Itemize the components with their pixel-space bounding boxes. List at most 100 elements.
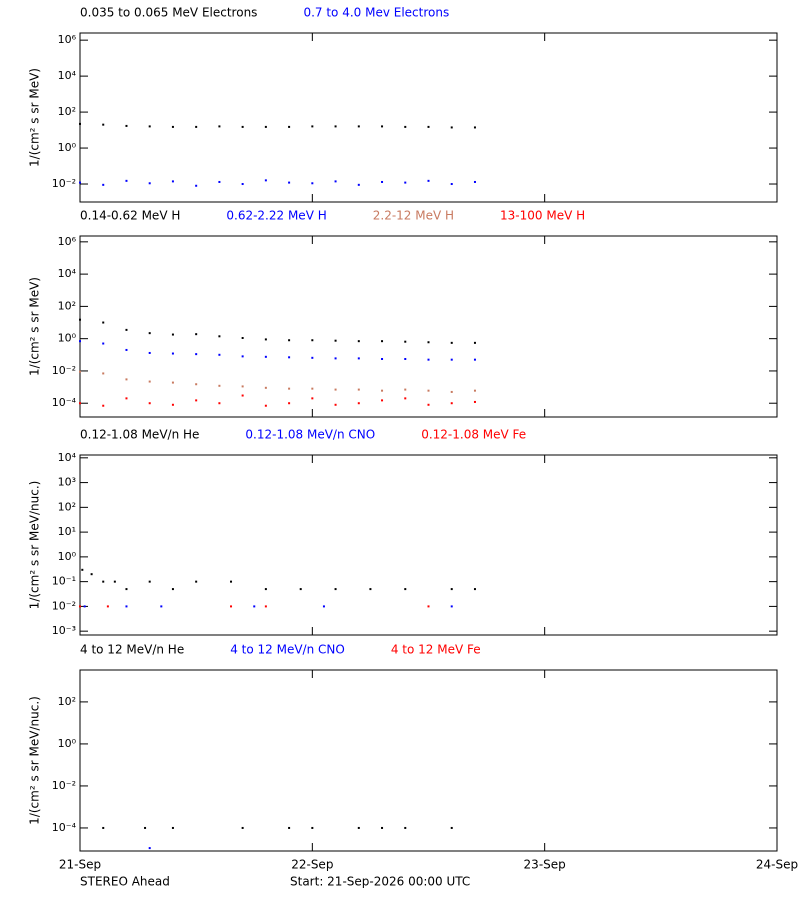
data-point xyxy=(102,826,105,829)
data-point xyxy=(334,125,337,128)
y-tick-label: 10⁻³ xyxy=(52,624,76,637)
data-point xyxy=(113,580,116,583)
y-tick-label: 10⁻⁴ xyxy=(52,821,77,834)
data-point xyxy=(404,340,407,343)
data-point xyxy=(288,339,291,342)
y-tick-label: 10² xyxy=(58,105,76,118)
data-point xyxy=(381,826,384,829)
legend-entry: 4 to 12 MeV Fe xyxy=(391,643,481,657)
data-point xyxy=(264,125,267,128)
y-tick-label: 10⁻² xyxy=(52,779,76,792)
data-point xyxy=(473,389,476,392)
data-point xyxy=(427,358,430,361)
y-tick-label: 10⁻² xyxy=(52,599,76,612)
x-tick-label: 21-Sep xyxy=(59,858,101,872)
data-point xyxy=(473,400,476,403)
data-point xyxy=(311,182,314,185)
data-point xyxy=(195,353,198,356)
data-point xyxy=(311,387,314,390)
data-point xyxy=(79,340,81,343)
data-point xyxy=(427,125,430,128)
data-point xyxy=(241,394,244,397)
data-point xyxy=(288,125,291,128)
data-point xyxy=(148,847,151,850)
data-point xyxy=(357,125,360,128)
data-point xyxy=(404,826,407,829)
data-point xyxy=(381,399,384,402)
data-point xyxy=(311,826,314,829)
data-point xyxy=(427,389,430,392)
y-tick-label: 10¹ xyxy=(58,525,76,538)
data-point xyxy=(450,390,453,393)
data-point xyxy=(473,341,476,344)
plot-frame xyxy=(79,454,778,636)
data-point xyxy=(404,588,407,591)
data-point xyxy=(241,826,244,829)
y-tick-label: 10⁰ xyxy=(58,737,77,750)
data-point xyxy=(171,180,174,183)
data-point xyxy=(218,125,221,128)
data-point xyxy=(79,181,81,184)
data-point xyxy=(79,318,81,321)
data-point xyxy=(241,385,244,388)
data-point xyxy=(125,378,128,381)
data-point xyxy=(357,826,360,829)
data-point xyxy=(218,402,221,405)
legend-entry: 0.14-0.62 MeV H xyxy=(80,209,180,223)
data-point xyxy=(264,588,267,591)
y-tick-label: 10⁻² xyxy=(52,177,76,190)
data-point xyxy=(102,183,105,186)
data-point xyxy=(427,341,430,344)
data-point xyxy=(427,403,430,406)
data-point xyxy=(102,321,105,324)
legend-entry: 0.7 to 4.0 Mev Electrons xyxy=(303,6,449,20)
y-tick-label: 10² xyxy=(58,500,76,513)
legend-entry: 0.62-2.22 MeV H xyxy=(226,209,326,223)
y-axis-label: 1/(cm² s sr MeV/nuc.) xyxy=(28,696,42,825)
y-tick-label: 10⁰ xyxy=(58,141,77,154)
data-point xyxy=(334,403,337,406)
data-point xyxy=(102,404,105,407)
data-point xyxy=(218,384,221,387)
legend-entry: 0.12-1.08 MeV/n CNO xyxy=(245,428,375,442)
data-point xyxy=(102,342,105,345)
data-point xyxy=(79,122,81,125)
y-tick-label: 10⁴ xyxy=(58,69,77,82)
data-point xyxy=(81,568,84,571)
data-point xyxy=(171,403,174,406)
data-point xyxy=(253,605,256,608)
data-point xyxy=(195,383,198,386)
y-tick-label: 10² xyxy=(58,695,76,708)
data-point xyxy=(404,181,407,184)
data-point xyxy=(241,355,244,358)
data-point xyxy=(171,333,174,336)
data-point xyxy=(427,605,430,608)
data-point xyxy=(171,588,174,591)
data-point xyxy=(83,605,86,608)
data-point xyxy=(381,125,384,128)
data-point xyxy=(218,335,221,338)
data-point xyxy=(195,184,198,187)
data-point xyxy=(369,588,372,591)
data-point xyxy=(381,340,384,343)
data-point xyxy=(79,370,81,373)
data-point xyxy=(334,588,337,591)
data-point xyxy=(450,588,453,591)
y-axis-label: 1/(cm² s sr MeV) xyxy=(28,277,42,376)
y-tick-label: 10⁴ xyxy=(58,267,77,280)
x-tick-label: 23-Sep xyxy=(524,858,566,872)
data-point xyxy=(79,402,81,405)
data-point xyxy=(404,125,407,128)
legend-entry: 0.035 to 0.065 MeV Electrons xyxy=(80,6,257,20)
data-point xyxy=(171,826,174,829)
x-tick-label: 24-Sep xyxy=(756,858,798,872)
data-point xyxy=(195,125,198,128)
data-point xyxy=(102,580,105,583)
y-tick-label: 10⁴ xyxy=(58,451,77,464)
legend-entry: 0.12-1.08 MeV Fe xyxy=(421,428,526,442)
data-point xyxy=(381,357,384,360)
footer-left: STEREO Ahead xyxy=(80,875,170,889)
data-point xyxy=(148,332,151,335)
data-point xyxy=(264,179,267,182)
plot-frame xyxy=(79,235,778,418)
